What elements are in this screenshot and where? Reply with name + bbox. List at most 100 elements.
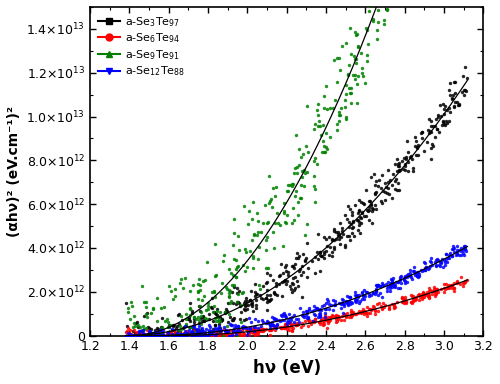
Point xyxy=(426,287,434,293)
Point xyxy=(210,288,218,294)
Point xyxy=(202,331,209,337)
Point xyxy=(365,306,373,313)
Point xyxy=(180,332,188,338)
Point xyxy=(455,247,463,253)
Point xyxy=(176,280,184,286)
Point xyxy=(393,168,401,174)
Point xyxy=(171,329,179,335)
Point xyxy=(212,311,220,317)
Point xyxy=(428,122,436,129)
Point xyxy=(200,318,207,324)
Point xyxy=(372,206,380,212)
Point xyxy=(386,283,394,289)
Point xyxy=(214,314,222,320)
Point xyxy=(217,330,225,336)
Point xyxy=(150,306,158,313)
Point xyxy=(262,320,270,326)
Point xyxy=(340,301,347,307)
Point xyxy=(268,326,276,332)
Point xyxy=(353,291,361,298)
Point xyxy=(155,333,163,339)
Point xyxy=(436,102,444,108)
Point xyxy=(254,318,262,324)
Point xyxy=(286,319,294,326)
Point xyxy=(323,296,331,303)
Point xyxy=(351,56,359,62)
Point xyxy=(280,200,288,206)
Point xyxy=(395,160,403,166)
Point xyxy=(142,325,150,331)
Point xyxy=(270,314,278,321)
Point xyxy=(198,321,205,328)
Point xyxy=(250,289,258,295)
Point xyxy=(430,143,438,149)
Point xyxy=(404,271,412,277)
Point xyxy=(164,333,172,339)
Point xyxy=(366,201,374,207)
Point xyxy=(160,333,168,339)
Point xyxy=(210,322,218,328)
Point xyxy=(368,0,376,1)
Point xyxy=(193,332,201,338)
Point xyxy=(187,330,195,336)
Point xyxy=(164,324,172,330)
Point xyxy=(391,282,399,288)
Point xyxy=(282,314,290,320)
Point xyxy=(378,280,386,286)
Point xyxy=(190,333,198,339)
Point xyxy=(365,291,373,297)
Point xyxy=(242,249,250,255)
Point xyxy=(451,99,459,105)
Point xyxy=(286,283,294,290)
Point xyxy=(249,328,257,334)
Point xyxy=(414,269,422,275)
Point xyxy=(206,329,214,335)
Point xyxy=(363,207,371,214)
Point xyxy=(249,199,257,205)
Point xyxy=(234,263,242,269)
Point xyxy=(211,294,219,300)
Point xyxy=(150,305,158,311)
Point xyxy=(288,314,296,320)
Point xyxy=(236,328,244,334)
Point xyxy=(402,300,409,306)
Point xyxy=(236,247,244,253)
Point xyxy=(316,268,324,274)
Point xyxy=(228,317,236,323)
Point xyxy=(292,164,300,170)
Point xyxy=(379,300,387,306)
Point xyxy=(452,79,460,85)
Point xyxy=(172,333,180,339)
Point xyxy=(360,309,368,315)
Point xyxy=(238,327,246,333)
Point xyxy=(202,333,210,339)
Point xyxy=(125,330,133,336)
Point xyxy=(292,250,300,256)
Point xyxy=(320,149,328,155)
Point xyxy=(315,311,323,317)
Point xyxy=(126,298,134,305)
Point xyxy=(178,313,186,319)
Point xyxy=(180,331,188,337)
Point xyxy=(322,306,330,313)
Point xyxy=(403,274,411,280)
Point xyxy=(298,313,306,319)
Point xyxy=(436,262,444,268)
Point xyxy=(400,297,407,303)
Point xyxy=(319,315,327,321)
Point xyxy=(134,328,142,334)
Point xyxy=(190,333,198,339)
Point xyxy=(136,328,143,334)
Point xyxy=(144,330,152,336)
Point xyxy=(346,300,354,306)
Point xyxy=(249,329,257,336)
Point xyxy=(238,324,246,330)
Point xyxy=(448,285,456,291)
Point xyxy=(266,297,274,303)
Point xyxy=(421,291,429,297)
Point xyxy=(195,317,203,323)
Point xyxy=(430,288,438,294)
Point xyxy=(199,330,207,336)
Point xyxy=(320,255,328,262)
Point xyxy=(134,333,142,339)
